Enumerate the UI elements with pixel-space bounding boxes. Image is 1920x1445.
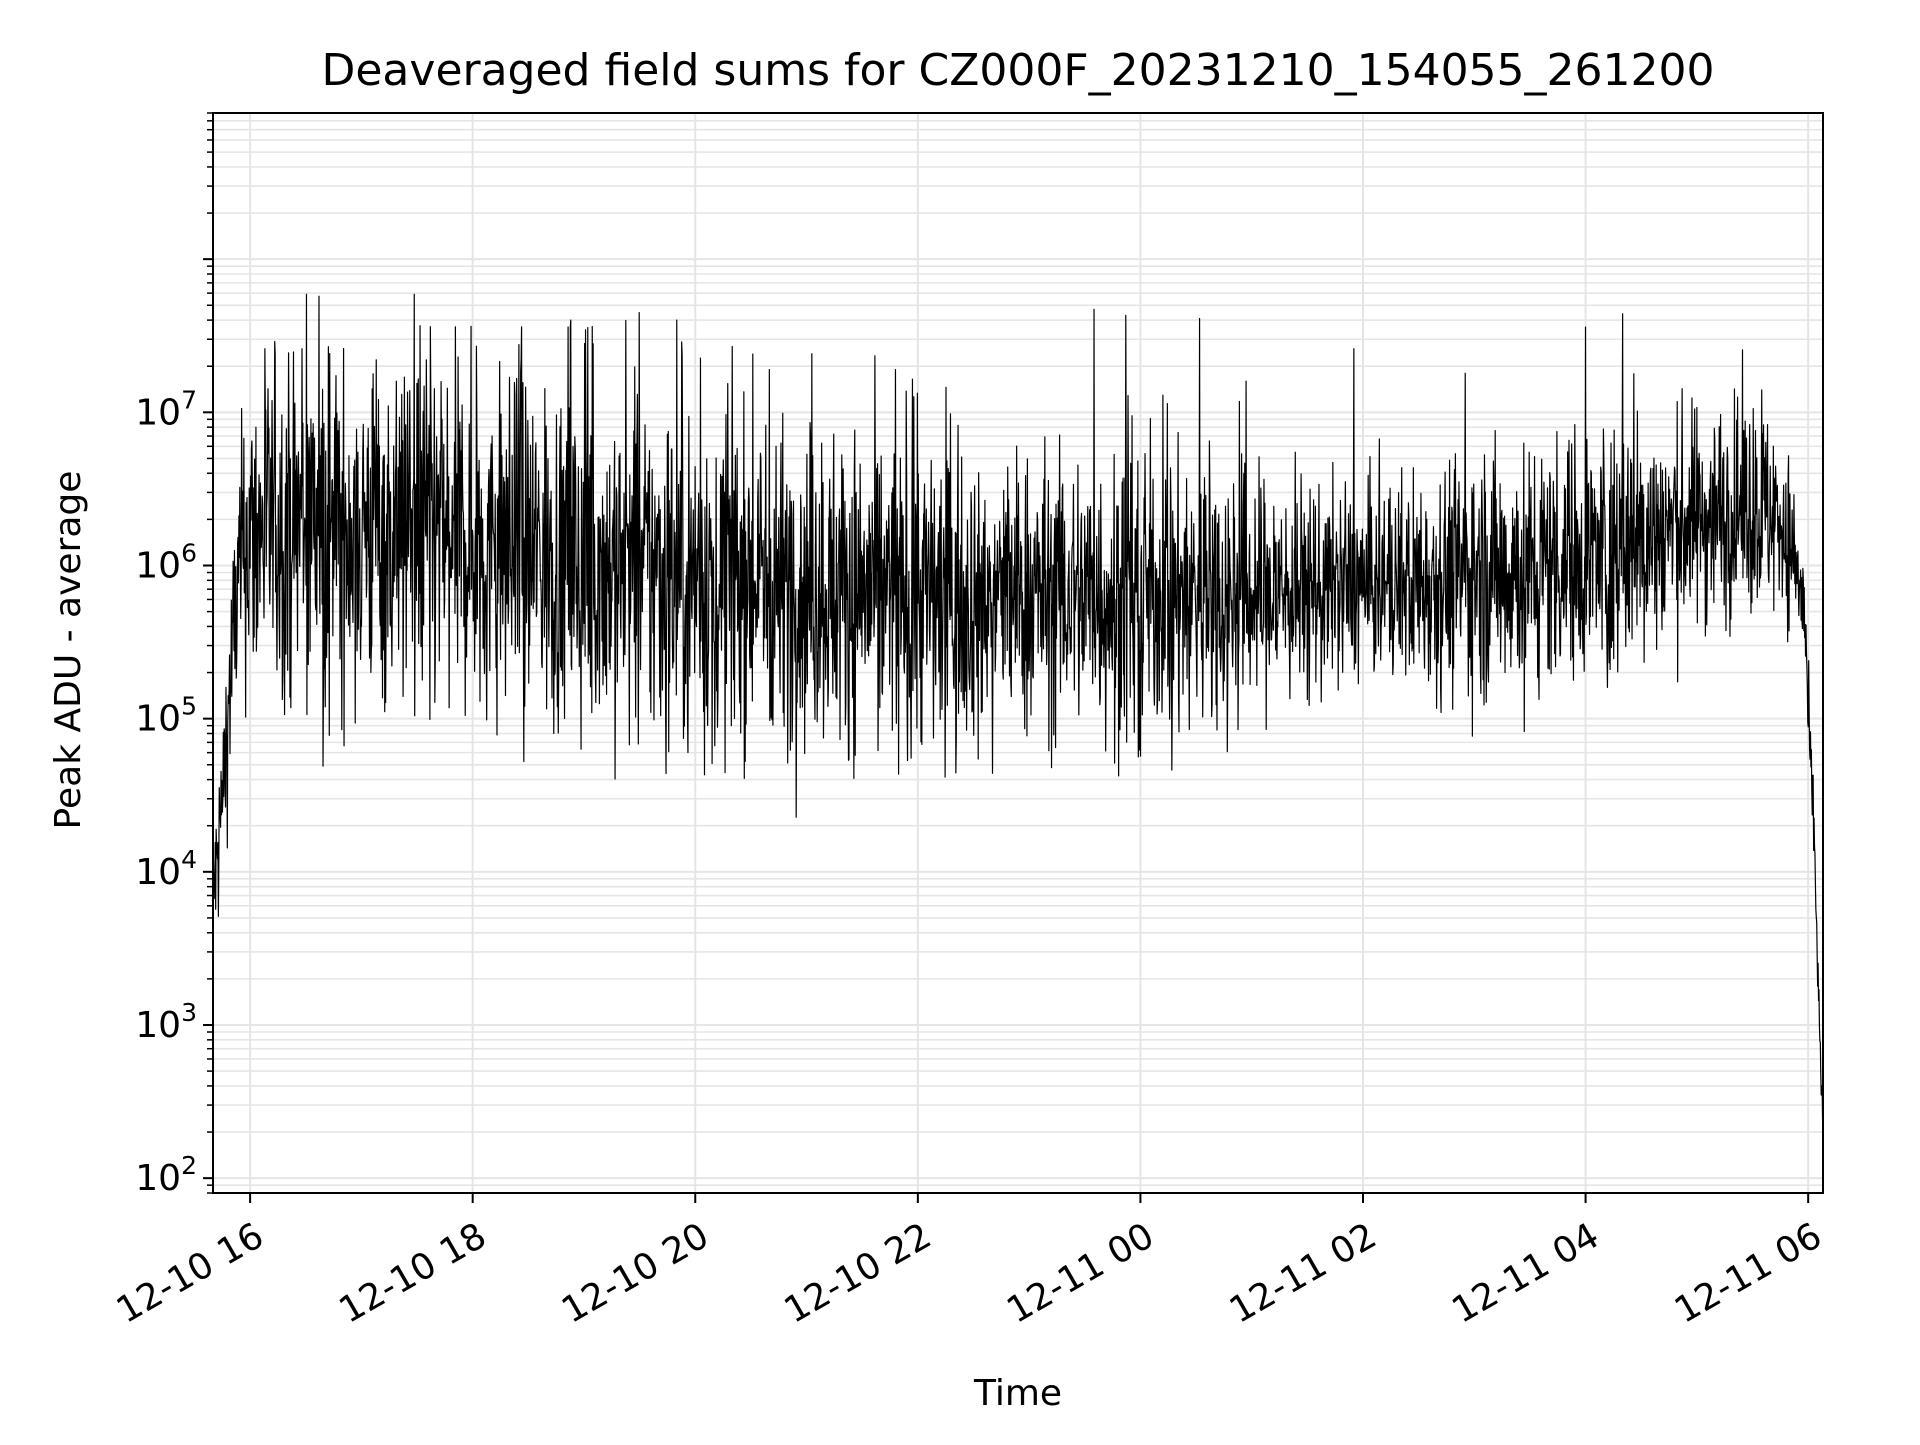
y-axis-label: Peak ADU - average [48,471,89,830]
chart-title: Deaveraged field sums for CZ000F_2023121… [321,45,1714,96]
y-tick-label: 102 [135,1151,197,1199]
y-tick-label: 107 [135,385,197,433]
plot-frame [212,112,1824,1194]
data-series [212,293,1824,1120]
y-tick-label: 104 [135,845,197,893]
y-axis: 102 103 104 105 106 107 [135,112,213,1199]
y-tick-label: 105 [135,692,197,740]
y-tick-label: 103 [135,998,197,1046]
x-axis-label: Time [973,1373,1062,1414]
y-tick-label: 106 [135,538,197,586]
series-line [212,293,1824,1120]
